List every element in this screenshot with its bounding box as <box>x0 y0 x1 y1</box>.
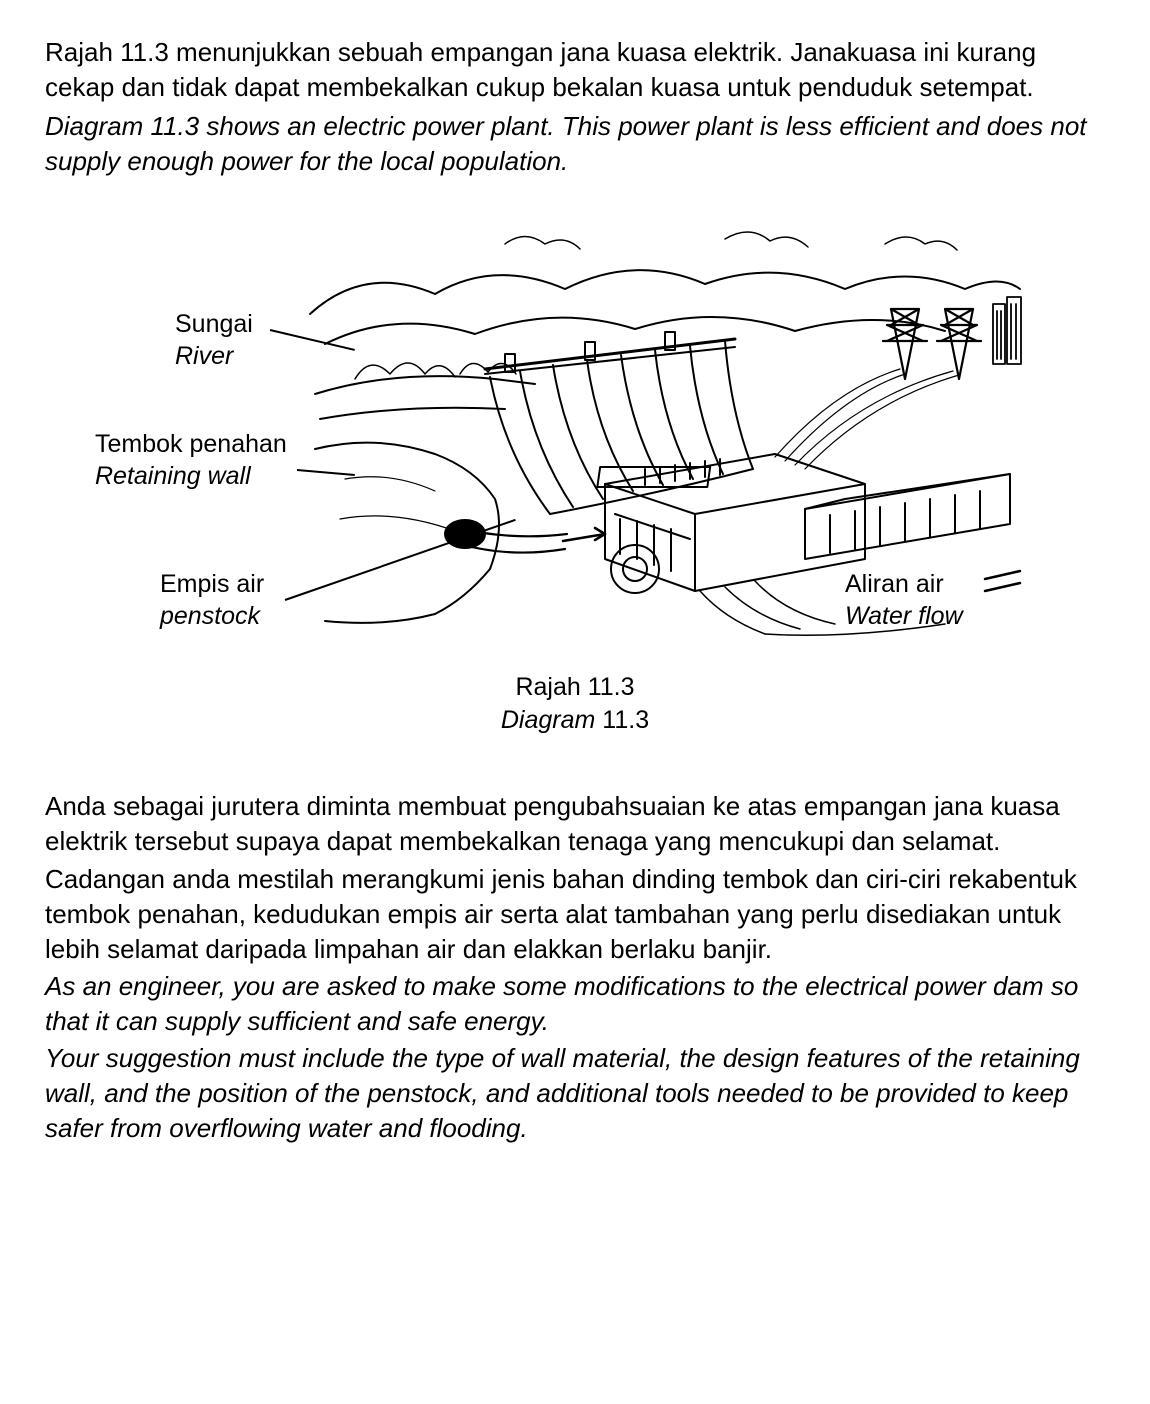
intro-en: Diagram 11.3 shows an electric power pla… <box>45 109 1105 179</box>
caption-ms: Rajah 11.3 <box>45 671 1105 704</box>
question-block: Anda sebagai jurutera diminta membuat pe… <box>45 789 1105 1146</box>
figure-block: Sungai River Tembok penahan Retaining wa… <box>45 219 1105 759</box>
intro-block: Rajah 11.3 menunjukkan sebuah empangan j… <box>45 35 1105 179</box>
label-wall-ms: Tembok penahan <box>95 429 287 460</box>
label-waterflow: Aliran air Water flow <box>845 569 963 632</box>
label-waterflow-en: Water flow <box>845 601 963 632</box>
question-ms2: Cadangan anda mestilah merangkumi jenis … <box>45 862 1105 967</box>
label-wall: Tembok penahan Retaining wall <box>95 429 287 492</box>
label-penstock-en: penstock <box>160 601 264 632</box>
figure-caption: Rajah 11.3 Diagram 11.3 <box>45 671 1105 736</box>
caption-en: Diagram 11.3 <box>45 704 1105 737</box>
label-river-ms: Sungai <box>175 309 253 340</box>
question-en2: Your suggestion must include the type of… <box>45 1041 1105 1146</box>
label-wall-en: Retaining wall <box>95 461 287 492</box>
label-penstock-ms: Empis air <box>160 569 264 600</box>
question-en1: As an engineer, you are asked to make so… <box>45 969 1105 1039</box>
intro-ms: Rajah 11.3 menunjukkan sebuah empangan j… <box>45 35 1105 105</box>
question-ms1: Anda sebagai jurutera diminta membuat pe… <box>45 789 1105 859</box>
label-river: Sungai River <box>175 309 253 372</box>
label-penstock: Empis air penstock <box>160 569 264 632</box>
label-river-en: River <box>175 341 253 372</box>
label-waterflow-ms: Aliran air <box>845 569 963 600</box>
